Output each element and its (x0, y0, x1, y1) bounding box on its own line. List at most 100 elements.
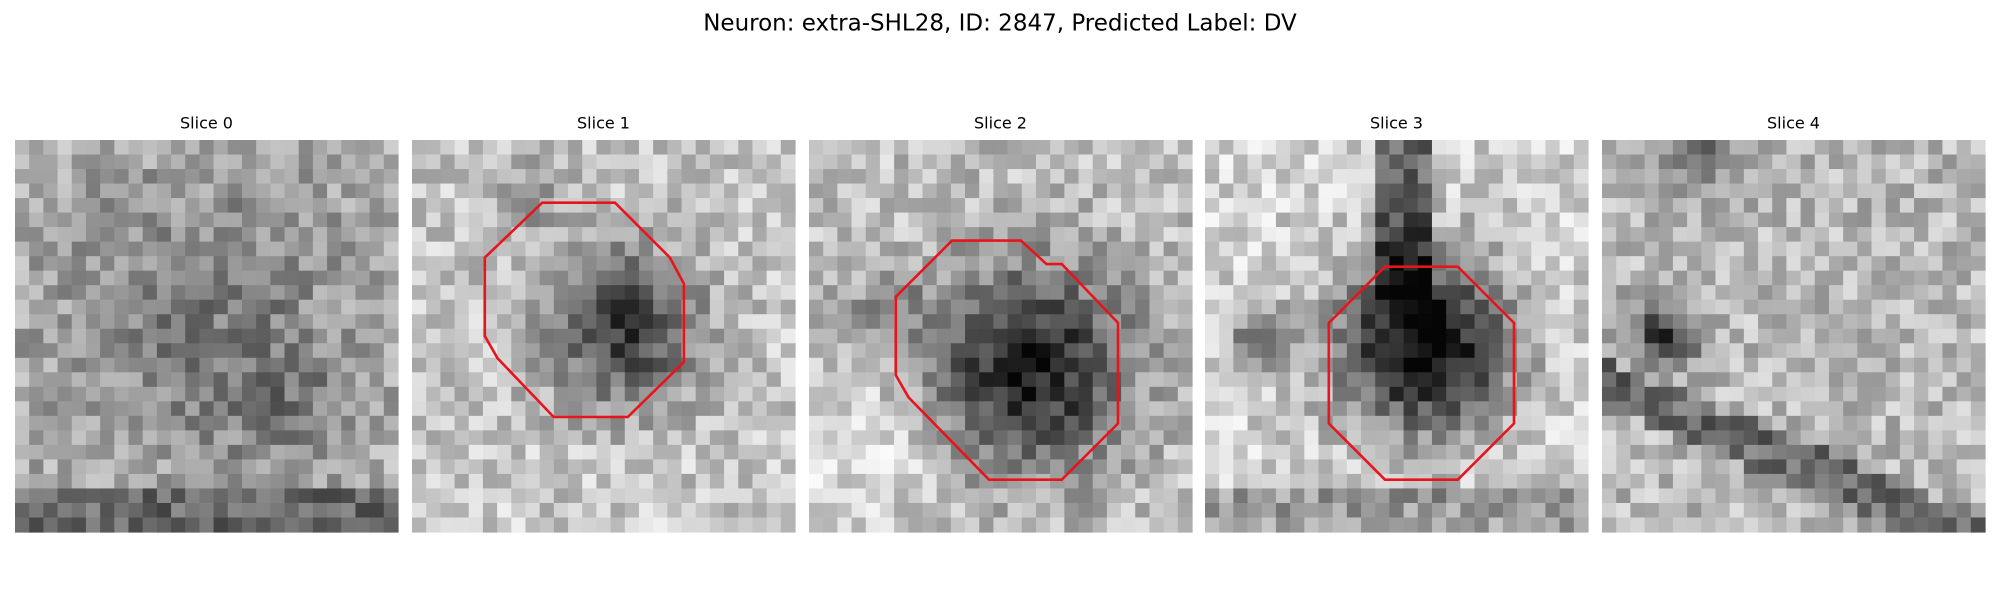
pixel (284, 372, 300, 388)
pixel (213, 212, 229, 228)
pixel (185, 183, 201, 199)
pixel (1177, 270, 1193, 286)
pixel (511, 517, 527, 533)
pixel (1715, 154, 1731, 170)
pixel (468, 285, 484, 301)
pixel (1247, 285, 1263, 301)
pixel (1121, 299, 1136, 315)
pixel (709, 169, 725, 185)
pixel (85, 169, 101, 185)
pixel (426, 372, 441, 388)
pixel (199, 212, 215, 228)
pixel (426, 517, 441, 533)
pixel (766, 517, 782, 533)
pixel (1332, 415, 1348, 431)
pixel (610, 502, 626, 519)
pixel (1163, 430, 1179, 446)
pixel (341, 401, 357, 417)
pixel (1616, 241, 1631, 257)
pixel (1715, 386, 1731, 402)
pixel (596, 488, 612, 504)
pixel (440, 285, 456, 301)
pixel (1956, 415, 1972, 431)
pixel (1064, 314, 1080, 330)
pixel (908, 140, 924, 156)
pixel (624, 502, 640, 519)
pixel (1417, 227, 1433, 243)
pixel (1106, 517, 1122, 533)
pixel (468, 502, 484, 519)
pixel (1970, 328, 1986, 344)
pixel (1446, 372, 1461, 388)
pixel (525, 285, 541, 301)
pixel (1007, 241, 1023, 257)
pixel (752, 285, 768, 301)
pixel (1573, 401, 1589, 417)
pixel (1233, 256, 1249, 272)
pixel (1715, 212, 1731, 228)
pixel (241, 415, 257, 431)
pixel (1899, 459, 1915, 475)
pixel (185, 488, 201, 504)
pixel (1772, 430, 1788, 446)
pixel (1460, 517, 1476, 533)
pixel (766, 270, 782, 286)
pixel (270, 357, 286, 373)
pixel (695, 473, 711, 490)
pixel (865, 502, 881, 519)
pixel (568, 270, 583, 286)
pixel (241, 488, 257, 504)
pixel (596, 314, 612, 330)
pixel (1205, 212, 1220, 228)
pixel (1672, 444, 1688, 461)
pixel (454, 256, 470, 272)
pixel (369, 299, 385, 315)
pixel (1942, 517, 1958, 533)
pixel (879, 473, 895, 490)
pixel (709, 183, 725, 199)
pixel (1219, 328, 1234, 344)
pixel (1701, 299, 1717, 315)
pixel (568, 256, 583, 272)
pixel (15, 183, 30, 199)
pixel (1800, 357, 1816, 373)
pixel (1431, 444, 1447, 461)
pixel (1559, 328, 1575, 344)
pixel (837, 285, 853, 301)
pixel (752, 517, 768, 533)
pixel (100, 198, 115, 214)
pixel (1729, 140, 1745, 156)
pixel (1431, 285, 1447, 301)
pixel (1502, 473, 1518, 490)
pixel (610, 241, 626, 257)
pixel (142, 473, 158, 490)
pixel (1531, 299, 1547, 315)
pixel (1658, 357, 1674, 373)
pixel (922, 314, 938, 330)
pixel (582, 386, 598, 402)
pixel (1517, 430, 1532, 446)
pixel (979, 270, 995, 286)
pixel (1672, 212, 1688, 228)
pixel (823, 473, 838, 490)
pixel (1135, 444, 1151, 461)
pixel (638, 473, 654, 490)
pixel (1843, 517, 1858, 533)
pixel (298, 299, 314, 315)
pixel (1758, 256, 1773, 272)
pixel (213, 270, 229, 286)
pixel (1290, 169, 1305, 185)
pixel (1474, 183, 1490, 199)
pixel (738, 169, 754, 185)
pixel (1573, 517, 1589, 533)
pixel (156, 314, 172, 330)
pixel (1559, 299, 1575, 315)
pixel (1474, 488, 1490, 504)
pixel (709, 372, 725, 388)
pixel (1064, 386, 1080, 402)
pixel (1021, 415, 1037, 431)
pixel (1389, 444, 1405, 461)
pixel (412, 502, 427, 519)
pixel (1121, 444, 1136, 461)
pixel (936, 314, 952, 330)
